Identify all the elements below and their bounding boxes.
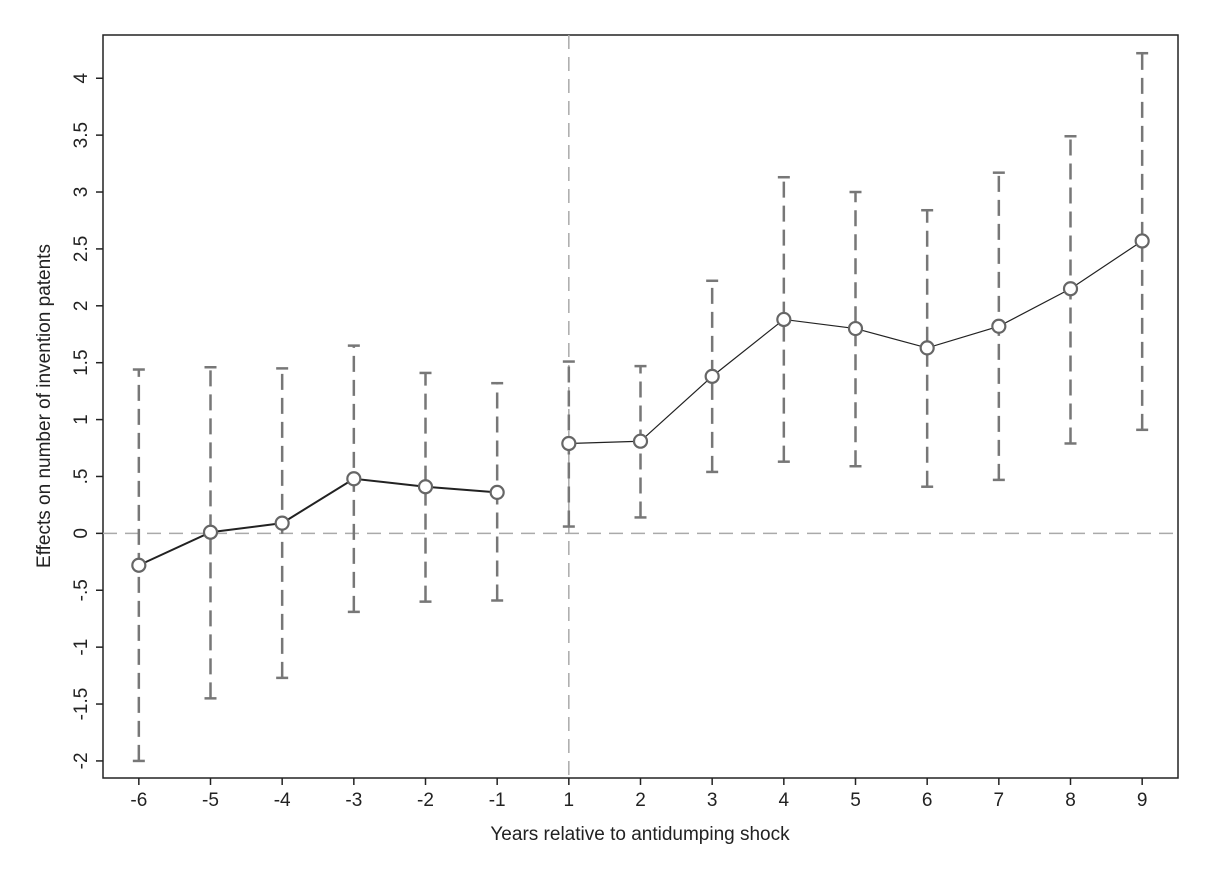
y-tick-label: -2 [71,752,92,769]
y-tick-label: -1 [71,639,92,656]
series-line [138,477,498,567]
x-axis-title: Years relative to antidumping shock [490,824,790,845]
y-tick-label: 4 [71,73,92,84]
point-marker [991,318,1007,334]
x-tick-label: 5 [850,790,861,811]
point-marker [274,515,290,531]
x-tick-label: 8 [1065,790,1076,811]
point-marker [632,433,649,449]
point-marker [1062,281,1079,297]
x-tick-label: 1 [564,790,575,811]
point-marker [561,435,577,452]
point-marker [776,311,792,328]
x-tick-label: -1 [489,790,506,811]
y-tick-label: 2 [71,301,92,312]
y-tick-label: 1 [71,414,92,425]
y-tick-label: 3.5 [71,122,92,148]
x-tick-label: 2 [635,790,646,811]
point-marker [489,484,505,501]
x-tick-label: -3 [345,790,362,811]
x-tick-label: -2 [417,790,434,811]
y-tick-label: 0 [71,528,92,539]
point-marker [131,557,147,573]
point-marker [704,368,720,384]
y-tick-label: 3 [71,187,92,198]
y-tick-label: -.5 [71,579,92,601]
y-tick-label: -1.5 [71,688,92,721]
point-marker [346,471,362,487]
x-tick-label: 9 [1137,790,1148,811]
point-marker [1134,233,1150,249]
y-axis-title: Effects on number of invention patents [34,244,55,568]
x-tick-label: 4 [779,790,790,811]
y-tick-label: 2.5 [71,236,92,262]
x-tick-label: 6 [922,790,933,811]
point-marker [417,479,434,495]
x-tick-label: 7 [994,790,1005,811]
x-tick-label: 3 [707,790,718,811]
x-tick-label: -6 [130,790,147,811]
x-tick-label: -4 [274,790,291,811]
y-tick-label: 1.5 [71,349,92,375]
y-tick-label: .5 [71,469,92,485]
point-marker [202,524,219,540]
x-tick-label: -5 [202,790,219,811]
point-marker [847,320,864,337]
point-marker [919,340,935,356]
